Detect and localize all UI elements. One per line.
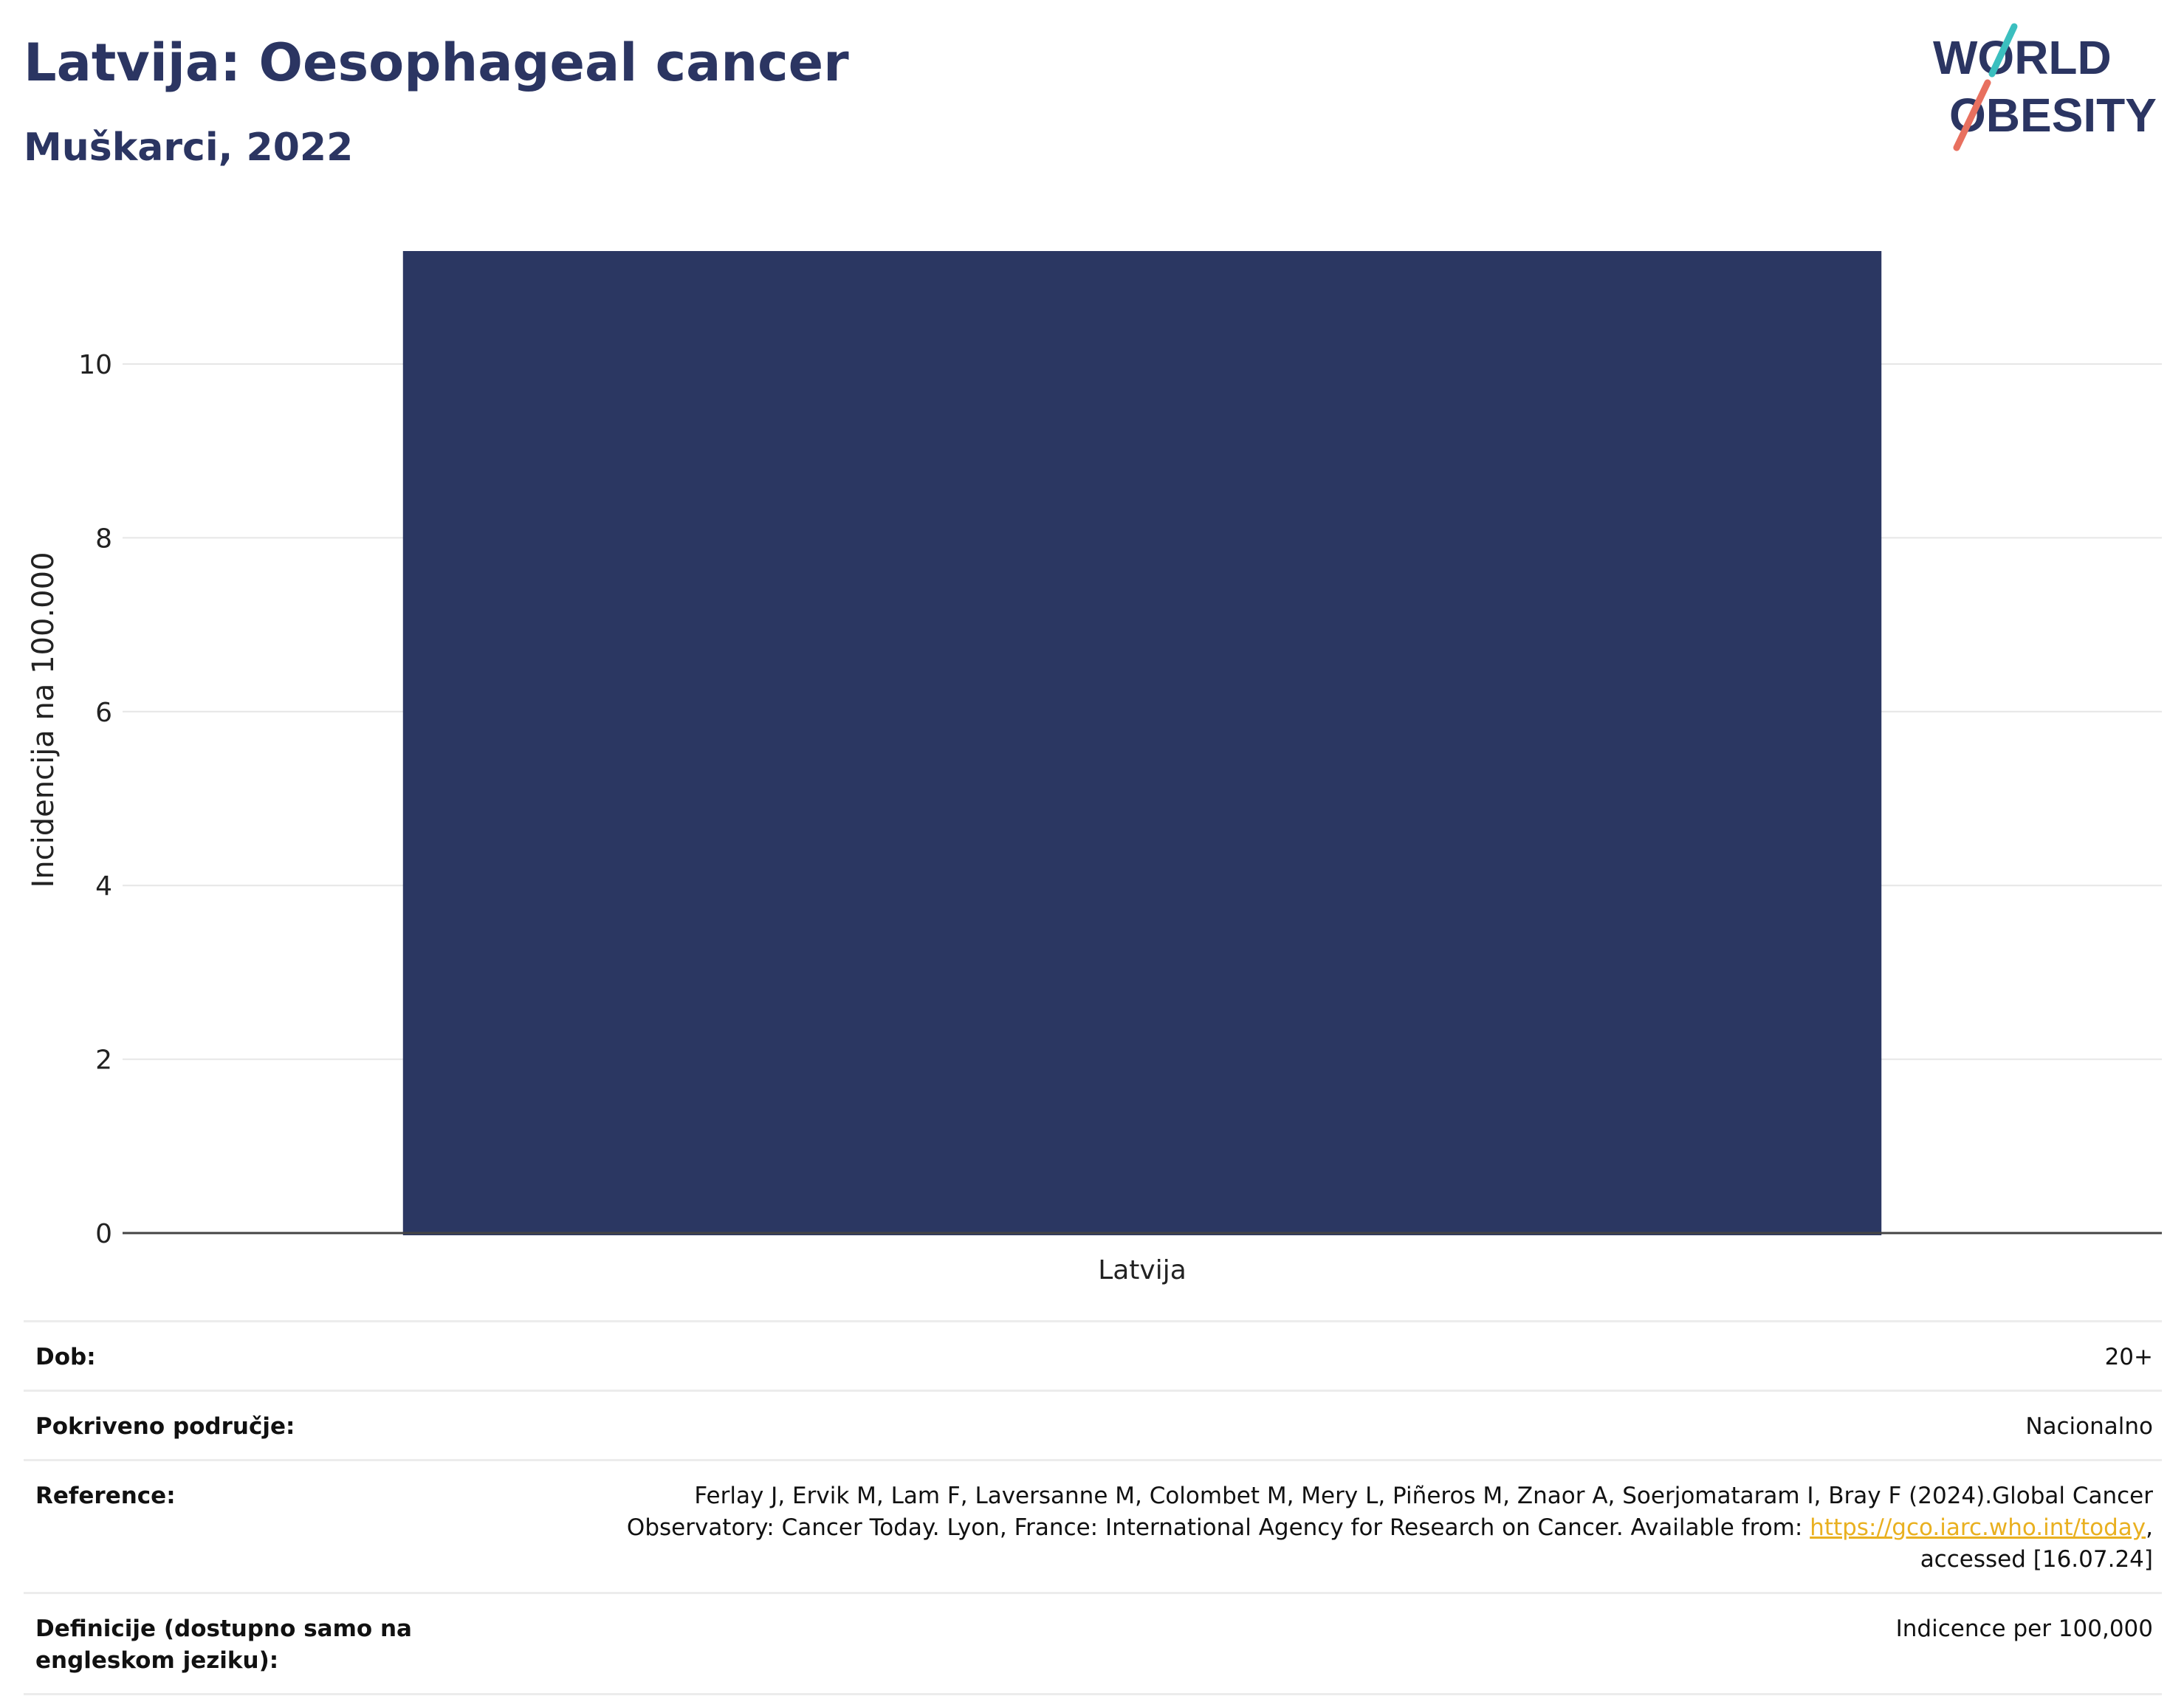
meta-row-reference: Reference: Ferlay J, Ervik M, Lam F, Lav… <box>24 1460 2162 1593</box>
meta-value-coverage: Nacionalno <box>2025 1413 2153 1440</box>
meta-row-age: Dob: 20+ <box>24 1321 2162 1391</box>
meta-label-reference: Reference: <box>35 1483 176 1509</box>
y-axis-title: Incidencija na 100.000 <box>27 552 61 888</box>
bar-chart: 0 2 4 6 8 10 Latvija Incidencija na 100.000 <box>27 251 2162 1285</box>
y-tick-label: 0 <box>95 1219 112 1249</box>
meta-value-age: 20+ <box>2104 1344 2153 1370</box>
reference-link[interactable]: https://gco.iarc.who.int/today <box>1810 1514 2146 1541</box>
y-tick-label: 2 <box>95 1046 112 1076</box>
reference-accessed: , accessed [16.07.24] <box>1920 1514 2153 1573</box>
meta-label-age: Dob: <box>35 1344 96 1370</box>
meta-label-coverage: Pokriveno područje: <box>35 1413 295 1440</box>
meta-row-coverage: Pokriveno područje: Nacionalno <box>24 1390 2162 1460</box>
logo-text-world: WORLD <box>1933 31 2112 84</box>
meta-value-reference: Ferlay J, Ervik M, Lam F, Laversanne M, … <box>561 1460 2162 1593</box>
page-title: Latvija: Oesophageal cancer <box>24 32 849 93</box>
page-subtitle: Muškarci, 2022 <box>24 126 354 170</box>
y-tick-label: 8 <box>95 523 112 554</box>
bar <box>402 251 1882 1235</box>
x-tick-label: Latvija <box>1098 1255 1187 1285</box>
y-axis-ticks: 0 2 4 6 8 10 <box>78 350 112 1249</box>
world-obesity-logo: WORLD OBESITY <box>1933 23 2157 151</box>
reference-text: Ferlay J, Ervik M, Lam F, Laversanne M, … <box>626 1483 2153 1541</box>
meta-label-definitions: Definicije (dostupno samo na engleskom j… <box>35 1616 412 1674</box>
metadata-table: Dob: 20+ Pokriveno područje: Nacionalno … <box>24 1320 2162 1695</box>
y-tick-label: 10 <box>78 350 112 380</box>
meta-value-definitions: Indicence per 100,000 <box>1895 1616 2153 1642</box>
y-tick-label: 4 <box>95 871 112 902</box>
logo-slash-top <box>1988 23 2018 78</box>
logo-slash-bottom <box>1953 79 1991 151</box>
bars <box>402 251 1882 1235</box>
x-axis-ticks: Latvija <box>1098 1255 1187 1285</box>
meta-row-definitions: Definicije (dostupno samo na engleskom j… <box>24 1593 2162 1695</box>
y-tick-label: 6 <box>95 698 112 728</box>
